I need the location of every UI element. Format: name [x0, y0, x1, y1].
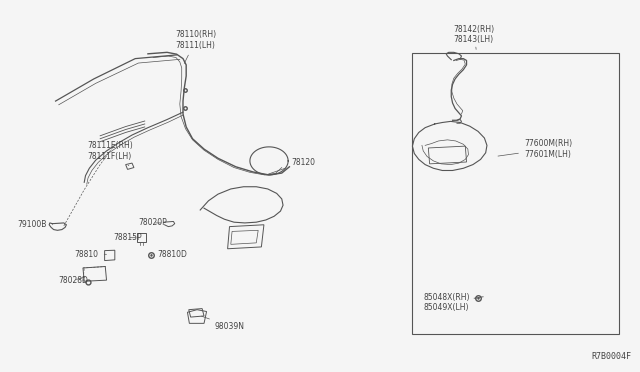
Text: 78142(RH)
78143(LH): 78142(RH) 78143(LH) [454, 25, 495, 49]
Bar [412, 53, 620, 334]
Text: 78028D: 78028D [59, 276, 88, 285]
Text: 78111E(RH)
78111F(LH): 78111E(RH) 78111F(LH) [88, 141, 133, 166]
Text: 79100B: 79100B [17, 220, 52, 229]
Text: 78815P: 78815P [113, 233, 141, 242]
Text: 78120: 78120 [268, 157, 316, 174]
Text: 78020P: 78020P [138, 218, 167, 227]
Text: 98039N: 98039N [202, 316, 245, 331]
Text: 78810: 78810 [75, 250, 106, 259]
Text: R7B0004F: R7B0004F [591, 352, 631, 361]
Text: 85048X(RH)
85049X(LH): 85048X(RH) 85049X(LH) [423, 293, 476, 312]
Text: 78810D: 78810D [151, 250, 188, 259]
Text: 77600M(RH)
77601M(LH): 77600M(RH) 77601M(LH) [498, 140, 572, 159]
Text: 78110(RH)
78111(LH): 78110(RH) 78111(LH) [175, 31, 216, 64]
